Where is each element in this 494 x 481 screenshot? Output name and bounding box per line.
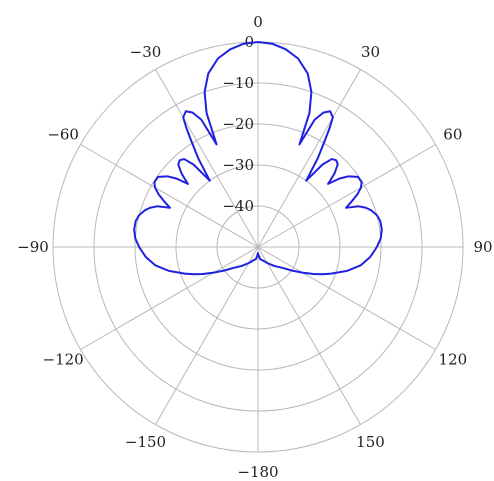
angle-tick-label: −30 — [130, 43, 162, 61]
radial-tick-labels: 0 −10 −20 −30 −40 — [222, 33, 254, 215]
grid-spoke — [257, 246, 436, 350]
angle-tick-label: −180 — [237, 463, 278, 481]
angle-tick-label: −150 — [125, 433, 166, 451]
radial-tick-label: −20 — [222, 115, 254, 133]
grid-spoke — [257, 144, 436, 248]
radial-tick-label: 0 — [244, 33, 254, 51]
angle-tick-label: −90 — [17, 238, 49, 256]
angle-tick-label: 0 — [253, 13, 263, 31]
angle-tick-label: 120 — [439, 351, 468, 369]
grid-spoke — [257, 246, 361, 425]
angle-tick-label: −120 — [43, 351, 84, 369]
angle-tick-label: 150 — [356, 433, 385, 451]
grid-spoke — [257, 69, 361, 248]
radial-tick-label: −30 — [222, 156, 254, 174]
angle-tick-label: 30 — [361, 43, 380, 61]
angle-tick-label: −60 — [47, 126, 79, 144]
angle-tick-labels: 0 30 60 90 120 150 −180 −150 −120 −90 −60 −30 — [17, 13, 492, 481]
series-layer — [133, 41, 383, 276]
grid-spoke — [80, 246, 259, 350]
grid-spoke — [155, 246, 259, 425]
radial-tick-label: −40 — [222, 197, 254, 215]
radial-tick-label: −10 — [222, 74, 254, 92]
grid-spoke — [80, 144, 259, 248]
angle-tick-label: 60 — [443, 126, 462, 144]
angle-tick-label: 90 — [473, 238, 492, 256]
radiation-pattern-line — [133, 41, 383, 276]
polar-grid — [52, 41, 464, 453]
grid-spoke — [155, 69, 259, 248]
